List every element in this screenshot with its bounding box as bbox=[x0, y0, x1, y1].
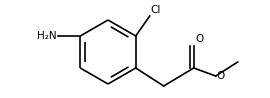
Text: O: O bbox=[217, 71, 225, 81]
Text: O: O bbox=[196, 34, 204, 44]
Text: H₂N: H₂N bbox=[37, 31, 56, 41]
Text: Cl: Cl bbox=[151, 5, 161, 15]
